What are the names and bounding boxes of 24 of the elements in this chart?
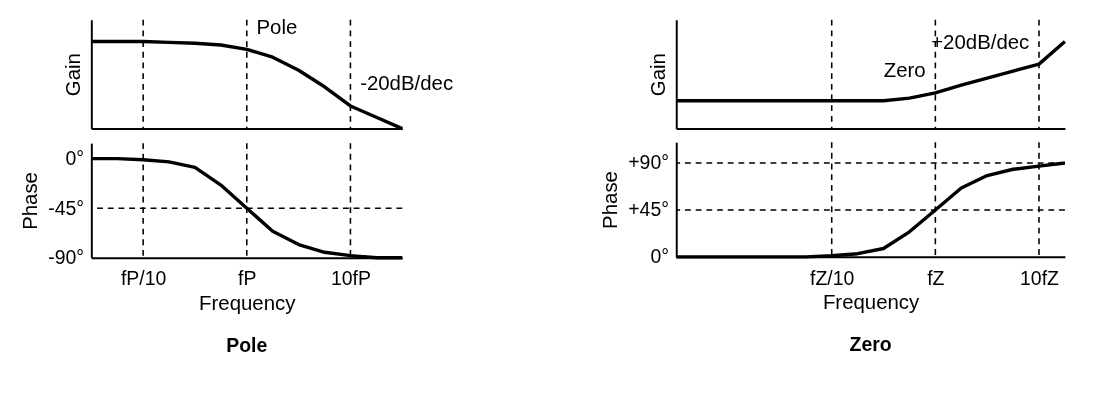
y-tick-label: +45° [628, 198, 669, 221]
x-tick-label: fZ/10 [810, 266, 855, 289]
x-tick-label: fP/10 [120, 267, 167, 290]
y-tick-label: 0° [650, 245, 669, 268]
x-tick-label: 10fZ [1020, 266, 1060, 289]
y-tick-label: +90° [628, 151, 669, 174]
x-tick-label: fP [238, 267, 257, 290]
text: Zero [849, 333, 892, 356]
x-axis-title: Frequency [199, 291, 297, 314]
y-axis-title: Gain [647, 53, 670, 97]
x-axis-title: Frequency [822, 290, 921, 313]
y-axis-title: Phase [598, 171, 621, 229]
annotation: Pole [256, 15, 298, 38]
annotation: -20dB/dec [360, 72, 454, 95]
x-tick-label: fZ [927, 266, 945, 289]
y-axis-title: Gain [62, 53, 85, 97]
y-tick-label: -90° [48, 246, 85, 269]
y-axis-title: Phase [18, 172, 41, 230]
annotation: +20dB/dec [931, 30, 1030, 53]
y-tick-label: -45° [48, 196, 85, 219]
y-tick-label: 0° [65, 146, 85, 169]
x-tick-label: 10fP [330, 267, 371, 290]
text: Pole [226, 334, 268, 357]
annotation: Zero [883, 59, 926, 82]
